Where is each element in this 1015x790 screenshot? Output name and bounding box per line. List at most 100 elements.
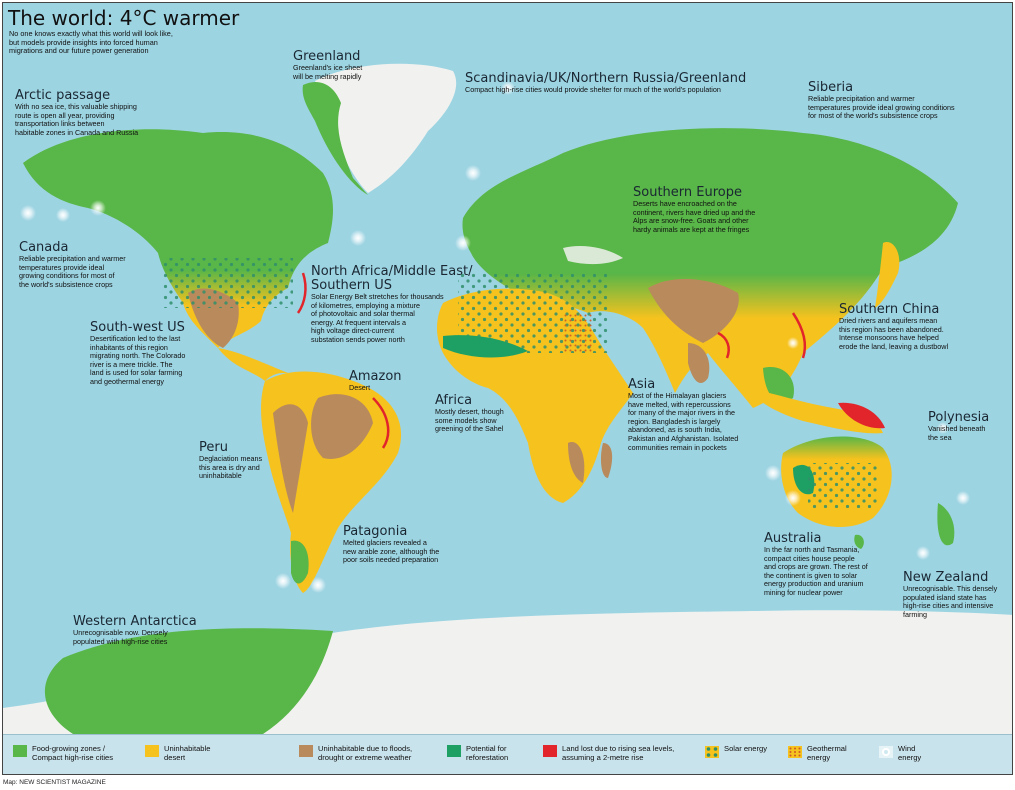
region-text: Greenland's ice sheet will be melting ra… — [293, 63, 363, 81]
region-title: Arctic passage — [15, 88, 111, 103]
dark-green-swatch-icon — [447, 745, 461, 757]
map-credit: Map: NEW SCIENTIST MAGAZINE — [3, 779, 106, 786]
india-brown — [688, 343, 710, 383]
greenland-green — [302, 82, 368, 195]
north-america — [23, 129, 333, 381]
red-swatch-icon — [543, 745, 557, 757]
coast-loss-bangladesh — [717, 331, 730, 359]
patagonia-green — [291, 540, 309, 584]
legend-label: Land lost due to rising sea levels, assu… — [562, 744, 675, 762]
tasmania — [854, 534, 864, 549]
region-southwest-us: South-west US Desertification led to the… — [90, 321, 185, 387]
region-text: Solar Energy Belt stretches for thousand… — [311, 292, 444, 344]
region-title: Southern Europe — [633, 185, 742, 200]
region-title: Polynesia — [928, 410, 990, 425]
legend-label: Food-growing zones / Compact high-rise c… — [32, 744, 114, 762]
region-southern-europe: Southern Europe Deserts have encroached … — [633, 186, 755, 234]
region-text: Melted glaciers revealed a new arable zo… — [343, 538, 440, 565]
region-north-africa: North Africa/Middle East/ Southern US So… — [311, 265, 472, 345]
region-patagonia: Patagonia Melted glaciers revealed a new… — [343, 525, 439, 565]
region-text: Compact high-rise cities would provide s… — [465, 85, 721, 94]
region-title: Southern China — [839, 302, 940, 317]
region-text: Desert — [349, 383, 371, 392]
region-text: With no sea ice, this valuable shipping … — [15, 102, 139, 137]
indonesia — [748, 388, 883, 434]
amazon-brown — [311, 394, 373, 459]
legend-label: Wind energy — [898, 744, 922, 762]
region-title: Western Antarctica — [73, 614, 197, 629]
region-title: Amazon — [349, 369, 402, 384]
region-title: Patagonia — [343, 524, 408, 539]
region-title: Scandinavia/UK/Northern Russia/Greenland — [465, 71, 747, 86]
region-text: Most of the Himalayan glaciers have melt… — [628, 391, 739, 452]
legend-item-floods: Uninhabitable due to floods, drought or … — [299, 744, 412, 770]
region-peru: Peru Deglaciation means this area is dry… — [199, 441, 262, 481]
region-title: Canada — [19, 240, 69, 255]
region-canada: Canada Reliable precipitation and warmer… — [19, 241, 126, 289]
region-siberia: Siberia Reliable precipitation and warme… — [808, 81, 955, 121]
legend-item-food: Food-growing zones / Compact high-rise c… — [13, 744, 113, 770]
sahel-green — [443, 335, 528, 358]
region-title: Siberia — [808, 80, 854, 95]
caspian — [563, 246, 623, 265]
legend-label: Geothermal energy — [807, 744, 847, 762]
world-map — [3, 3, 1012, 774]
legend-item-wind: Wind energy — [879, 744, 921, 770]
region-title: Greenland — [293, 49, 361, 64]
legend-label: Uninhabitable due to floods, drought or … — [318, 744, 413, 762]
region-text: In the far north and Tasmania, compact c… — [764, 545, 868, 597]
region-amazon: Amazon Desert — [349, 370, 402, 393]
region-greenland: Greenland Greenland's ice sheet will be … — [293, 50, 362, 81]
coast-loss-china — [791, 312, 807, 359]
japan — [875, 242, 900, 308]
eurasia — [462, 128, 958, 408]
region-text: Desertification led to the last inhabita… — [90, 334, 186, 386]
region-title: Australia — [764, 531, 822, 546]
region-text: Unrecognisable now. Densely populated wi… — [73, 628, 168, 646]
coast-loss-brazil — [372, 397, 390, 449]
legend-label: Uninhabitable desert — [164, 744, 211, 762]
east-africa-brown — [568, 442, 585, 483]
green-swatch-icon — [13, 745, 27, 757]
region-title: South-west US — [90, 320, 185, 335]
region-text: Dried rivers and aquifers mean this regi… — [839, 316, 949, 351]
middle-east-geothermal — [563, 313, 593, 353]
legend-item-desert: Uninhabitable desert — [145, 744, 210, 770]
western-antarctica-green — [44, 628, 334, 734]
new-guinea — [838, 402, 885, 429]
andes-brown — [273, 404, 308, 513]
region-title: Asia — [628, 377, 656, 392]
brown-swatch-icon — [299, 745, 313, 757]
region-arctic: Arctic passage With no sea ice, this val… — [15, 89, 138, 137]
region-southern-china: Southern China Dried rivers and aquifers… — [839, 303, 948, 351]
region-title: Peru — [199, 440, 228, 455]
page-title: The world: 4°C warmer — [8, 6, 240, 30]
solar-dots-icon — [705, 745, 719, 758]
region-scandinavia: Scandinavia/UK/Northern Russia/Greenland… — [465, 72, 746, 95]
map-frame: The world: 4°C warmer No one knows exact… — [2, 2, 1013, 775]
map-legend: Food-growing zones / Compact high-rise c… — [3, 734, 1012, 774]
region-text: Reliable precipitation and warmer temper… — [808, 94, 955, 121]
us-solar — [163, 258, 293, 308]
madagascar — [600, 443, 613, 478]
legend-item-land-lost: Land lost due to rising sea levels, assu… — [543, 744, 674, 770]
region-text: Reliable precipitation and warmer temper… — [19, 254, 126, 289]
region-text: Deglaciation means this area is dry and … — [199, 454, 263, 481]
region-new-zealand: New Zealand Unrecognisable. This densely… — [903, 571, 997, 619]
region-polynesia: Polynesia Vanished beneath the sea — [928, 411, 989, 442]
region-africa: Africa Mostly desert, though some models… — [435, 394, 504, 434]
new-zealand — [937, 503, 955, 546]
legend-item-geothermal: Geothermal energy — [788, 744, 847, 770]
region-title: Africa — [435, 393, 473, 408]
region-text: Mostly desert, though some models show g… — [435, 407, 504, 434]
region-australia: Australia In the far north and Tasmania,… — [764, 532, 868, 598]
page-intro: No one knows exactly what this world wil… — [9, 29, 173, 56]
coast-loss-east-us — [296, 272, 307, 314]
legend-item-reforestation: Potential for reforestation — [447, 744, 508, 770]
legend-item-solar: Solar energy — [705, 744, 767, 770]
region-title: North Africa/Middle East/ Southern US — [311, 264, 473, 293]
legend-label: Potential for reforestation — [466, 744, 509, 762]
se-asia-green — [763, 367, 794, 402]
region-western-antarctica: Western Antarctica Unrecognisable now. D… — [73, 615, 197, 646]
himalaya-brown — [648, 278, 739, 343]
